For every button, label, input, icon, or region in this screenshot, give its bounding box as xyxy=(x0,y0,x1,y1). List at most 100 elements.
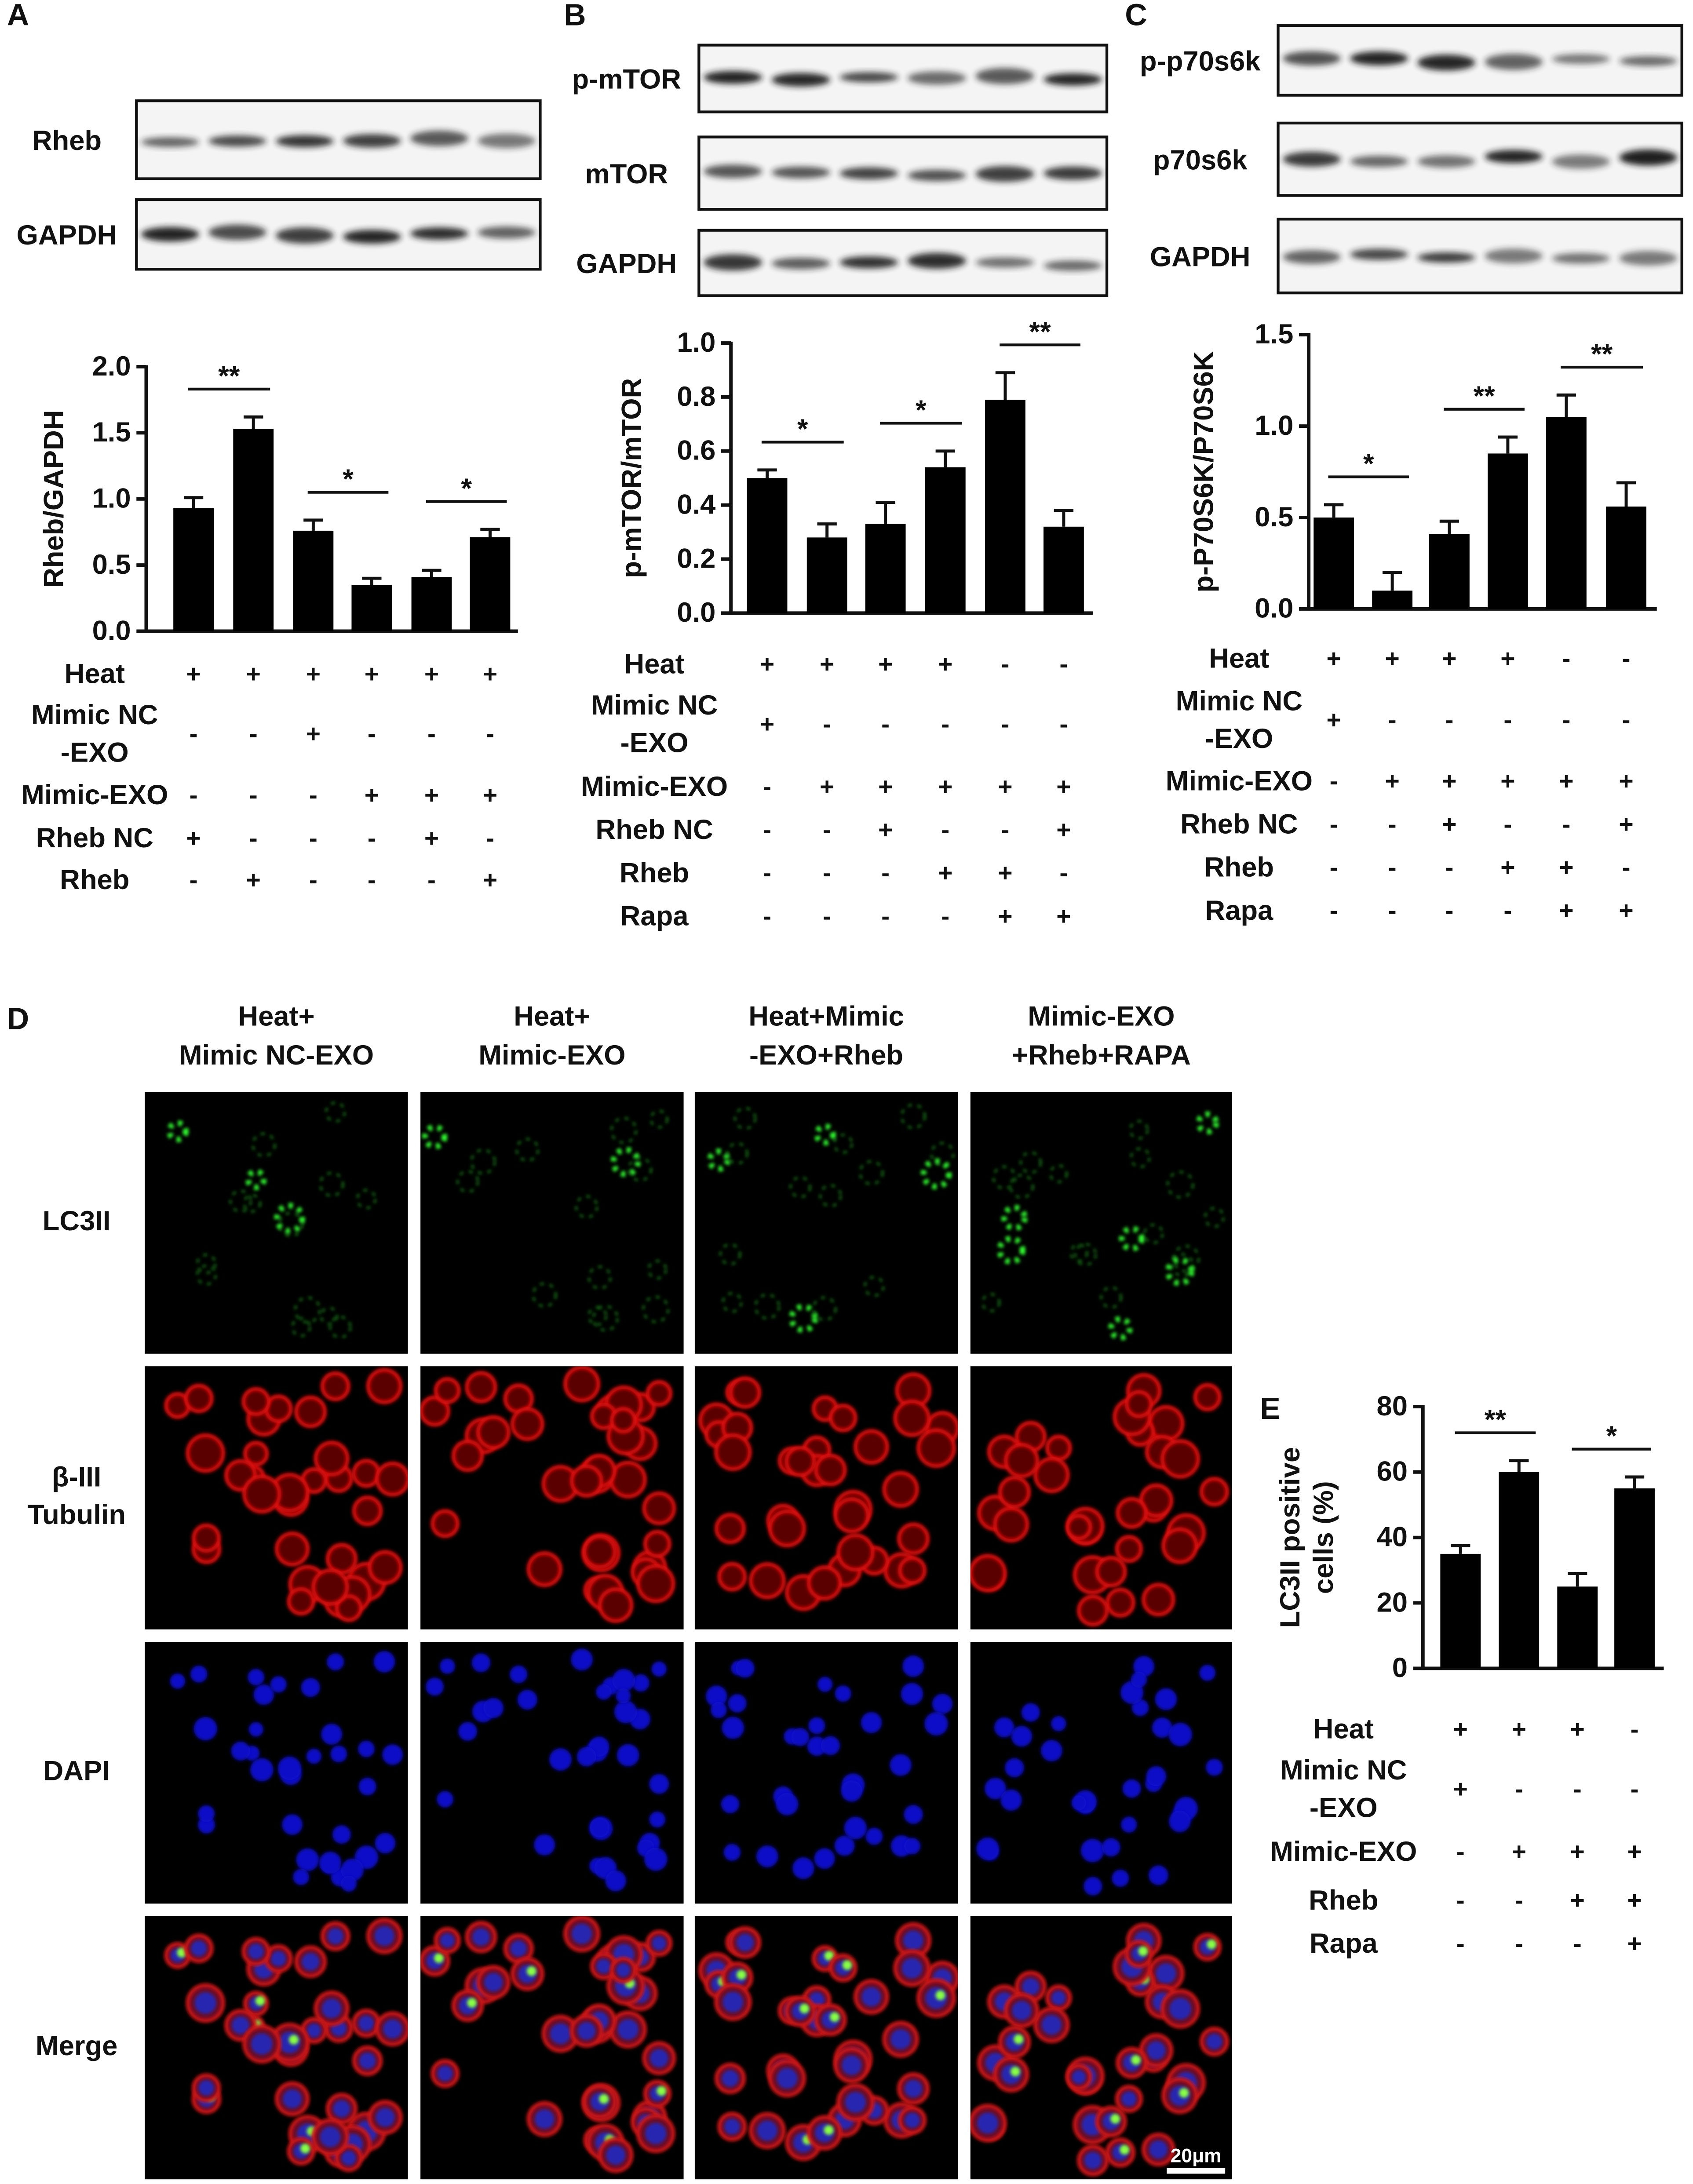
merge-nucleus xyxy=(722,1991,744,2013)
condition-sign: - xyxy=(1330,810,1338,839)
dapi-signal xyxy=(282,1814,303,1835)
lc3-signal xyxy=(734,1107,756,1130)
merge-lc3 xyxy=(1110,2114,1120,2124)
tubulin-signal xyxy=(526,1551,563,1587)
tubulin-signal xyxy=(1033,1456,1070,1493)
tubulin-signal xyxy=(582,1535,617,1569)
condition-sign: + xyxy=(1500,767,1515,795)
condition-sign: + xyxy=(1500,645,1515,673)
y-axis-label: cells (%) xyxy=(1308,1481,1339,1594)
blot-band xyxy=(1485,248,1543,263)
dapi-signal xyxy=(722,1717,744,1739)
dapi-signal xyxy=(807,1736,827,1756)
dapi-signal xyxy=(814,1848,835,1869)
tubulin-signal xyxy=(636,1564,675,1603)
condition-sign: + xyxy=(1627,1929,1642,1958)
condition-sign: + xyxy=(878,816,893,844)
condition-sign: + xyxy=(483,660,497,688)
tubulin-signal xyxy=(748,1562,786,1600)
lc3-signal xyxy=(243,1194,262,1213)
lc3-signal xyxy=(610,1117,637,1144)
panel-label: A xyxy=(7,0,29,32)
dapi-signal xyxy=(1121,1816,1137,1833)
dapi-signal xyxy=(721,1795,740,1813)
blot-band xyxy=(1350,51,1408,66)
tubulin-signal xyxy=(828,1404,857,1433)
y-tick-label: 0 xyxy=(1392,1652,1408,1683)
condition-sign: - xyxy=(1456,1838,1465,1866)
micrograph xyxy=(970,1092,1233,1354)
tubulin-signal xyxy=(431,1509,460,1538)
dapi-signal xyxy=(1149,1865,1168,1885)
dapi-signal xyxy=(632,1674,649,1692)
merge-nucleus xyxy=(191,1940,207,1956)
lc3-signal xyxy=(592,1305,619,1331)
blot-band xyxy=(771,73,830,87)
lc3-signal xyxy=(649,1110,668,1129)
condition-sign: - xyxy=(823,902,831,930)
condition-sign: - xyxy=(1059,650,1068,678)
y-tick-label: 0.8 xyxy=(677,381,715,412)
y-axis-label: Rheb/GAPDH xyxy=(38,410,69,588)
bar xyxy=(1557,1586,1598,1669)
bar xyxy=(806,537,847,613)
dapi-signal xyxy=(375,1833,396,1854)
condition-sign: + xyxy=(1385,645,1399,673)
significance-label: * xyxy=(1363,448,1374,479)
tubulin-signal xyxy=(729,1376,762,1409)
dapi-signal xyxy=(425,1677,444,1696)
merge-nucleus xyxy=(724,2118,740,2135)
lc3-signal xyxy=(1204,1207,1225,1228)
row-label: β-III xyxy=(52,1462,102,1492)
blot-band xyxy=(1044,260,1102,271)
condition-sign: + xyxy=(1453,1715,1468,1743)
dapi-signal xyxy=(924,1712,948,1736)
dapi-signal xyxy=(1080,1839,1104,1863)
dapi-signal xyxy=(248,1669,265,1686)
condition-sign: + xyxy=(1327,645,1341,673)
tubulin-signal xyxy=(598,1587,634,1623)
lc3-signal xyxy=(930,1142,955,1166)
dapi-signal xyxy=(341,1876,357,1892)
dapi-signal xyxy=(358,1740,375,1757)
condition-sign: - xyxy=(249,720,258,748)
merge-nucleus xyxy=(1156,1963,1176,1984)
merge-lc3 xyxy=(824,2125,834,2135)
condition-sign: + xyxy=(938,773,952,801)
dapi-signal xyxy=(193,1717,217,1741)
y-tick-label: 40 xyxy=(1377,1522,1408,1553)
condition-sign: + xyxy=(246,660,261,688)
condition-sign: - xyxy=(1445,853,1453,882)
dapi-signal xyxy=(644,1848,668,1871)
significance-label: ** xyxy=(1591,339,1613,369)
dapi-signal xyxy=(808,1717,825,1734)
merge-nucleus xyxy=(1147,2041,1166,2060)
bar xyxy=(411,577,452,631)
blot-band xyxy=(1044,73,1102,86)
blot-band xyxy=(276,227,334,244)
y-axis-label: p-mTOR/mTOR xyxy=(616,378,647,578)
lc3-signal xyxy=(1001,1204,1028,1231)
micrograph-cells xyxy=(164,1367,408,1622)
merge-nucleus xyxy=(1012,2001,1032,2020)
tubulin-signal xyxy=(714,1513,746,1544)
condition-sign: + xyxy=(1512,1715,1526,1743)
merge-nucleus xyxy=(437,2066,453,2082)
lc3-signal xyxy=(1108,1316,1133,1341)
condition-sign: + xyxy=(1056,816,1071,844)
merge-nucleus xyxy=(901,1958,923,1979)
condition-sign: - xyxy=(249,781,258,809)
bar xyxy=(1372,591,1413,609)
dapi-signal xyxy=(534,1834,555,1856)
merge-nucleus xyxy=(333,2100,350,2118)
dapi-signal xyxy=(706,1685,727,1707)
condition-sign: + xyxy=(365,660,379,688)
y-tick-label: 80 xyxy=(1377,1391,1408,1422)
tubulin-signal xyxy=(784,1446,816,1477)
dapi-signal xyxy=(901,1683,923,1705)
lc3-signal xyxy=(1165,1257,1194,1286)
merge-lc3 xyxy=(288,2035,299,2045)
tubulin-signal xyxy=(351,1458,381,1488)
merge-nucleus xyxy=(606,2145,626,2165)
